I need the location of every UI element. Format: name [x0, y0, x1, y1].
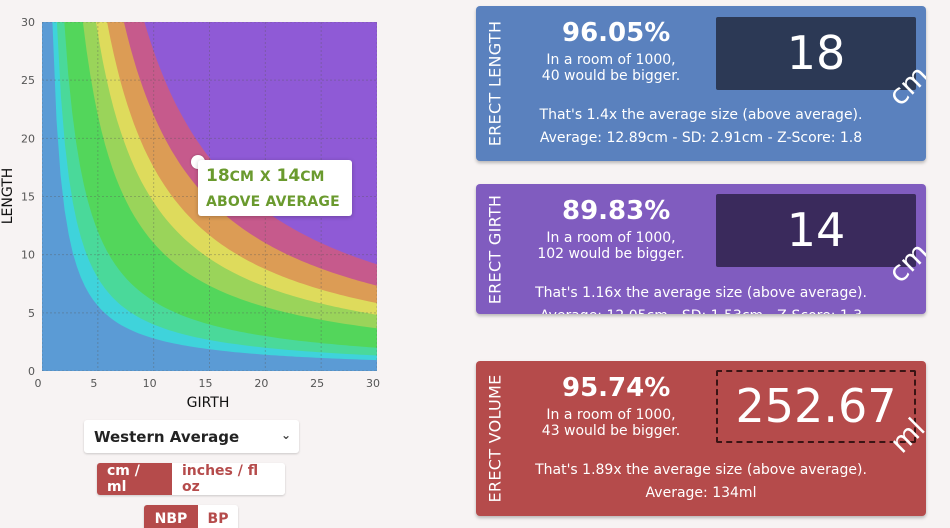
volume-card: ERECT VOLUME 95.74% In a room of 1000, 4…	[476, 361, 926, 516]
volume-room-text: In a room of 1000, 43 would be bigger.	[516, 407, 706, 439]
tooltip-sep: X	[259, 169, 271, 185]
size-chart[interactable]: 0 5 10 15 20 25 30 0 5 10 15 20 25 30 GIRTH LENGTH 18…	[0, 0, 400, 415]
girth-value: 14	[786, 203, 846, 257]
unit-imperial-button[interactable]: inches / fl oz	[172, 463, 285, 495]
population-select[interactable]: Western Average ⌄	[84, 420, 299, 453]
x-tick-label: 25	[310, 377, 324, 390]
measure-method-toggle: NBP BP	[144, 505, 238, 528]
tooltip-unit-1: CM	[229, 169, 254, 185]
length-value-box: 18	[716, 17, 916, 90]
chart-tooltip: 18CM X 14CM ABOVE AVERAGE	[198, 160, 352, 216]
x-tick-label: 20	[254, 377, 268, 390]
tooltip-label: ABOVE AVERAGE	[206, 194, 340, 210]
x-tick-label: 30	[366, 377, 380, 390]
length-room-line1: In a room of 1000,	[546, 52, 676, 68]
chart-svg[interactable]: 0 5 10 15 20 25 30 0 5 10 15 20 25 30 GIRTH LENGTH	[0, 0, 400, 415]
girth-room-line2: 102 would be bigger.	[537, 246, 685, 262]
population-select-value: Western Average	[94, 428, 240, 446]
tooltip-dimensions: 18CM X 14CM	[206, 164, 344, 189]
volume-value-box: 252.67	[716, 370, 916, 443]
tooltip-unit-2: CM	[300, 169, 325, 185]
x-tick-label: 0	[35, 377, 42, 390]
y-axis-label: LENGTH	[0, 168, 16, 225]
girth-room-line1: In a room of 1000,	[546, 230, 676, 246]
chevron-down-icon: ⌄	[280, 428, 291, 442]
x-tick-label: 15	[199, 377, 213, 390]
x-tick-label: 10	[143, 377, 157, 390]
length-percentile: 96.05%	[562, 18, 671, 48]
volume-comparison: That's 1.89x the average size (above ave…	[535, 462, 867, 478]
chart-band-1	[42, 22, 377, 371]
girth-room-text: In a room of 1000, 102 would be bigger.	[516, 230, 706, 262]
girth-percentile: 89.83%	[562, 196, 671, 226]
y-tick-label: 5	[28, 307, 35, 320]
unit-metric-button[interactable]: cm / ml	[97, 463, 172, 495]
volume-percentile: 95.74%	[562, 373, 671, 403]
y-tick-label: 15	[21, 191, 35, 204]
length-room-line2: 40 would be bigger.	[541, 68, 681, 84]
tooltip-length: 18	[206, 166, 230, 186]
y-tick-label: 0	[28, 365, 35, 378]
girth-value-box: 14	[716, 194, 916, 267]
y-tick-label: 30	[21, 16, 35, 29]
y-tick-label: 25	[21, 74, 35, 87]
volume-room-line2: 43 would be bigger.	[541, 423, 681, 439]
length-comparison: That's 1.4x the average size (above aver…	[539, 107, 863, 123]
length-stats: Average: 12.89cm - SD: 2.91cm - Z-Score:…	[539, 130, 863, 146]
volume-stats: Average: 134ml	[645, 485, 757, 501]
y-tick-label: 20	[21, 132, 35, 145]
chart-band-3	[42, 22, 377, 371]
girth-card: ERECT GIRTH 89.83% In a room of 1000, 10…	[476, 184, 926, 314]
girth-stats: Average: 12.05cm - SD: 1.53cm - Z-Score:…	[476, 308, 926, 314]
length-card: ERECT LENGTH 96.05% In a room of 1000, 4…	[476, 6, 926, 161]
tooltip-girth: 14	[276, 166, 301, 186]
x-axis-label: GIRTH	[187, 395, 230, 411]
length-value: 18	[786, 26, 846, 80]
x-tick-label: 5	[90, 377, 97, 390]
girth-comparison: That's 1.16x the average size (above ave…	[535, 285, 867, 301]
length-room-text: In a room of 1000, 40 would be bigger.	[516, 52, 706, 84]
volume-value: 252.67	[735, 379, 897, 433]
unit-toggle: cm / ml inches / fl oz	[97, 463, 285, 495]
y-tick-label: 10	[21, 249, 35, 262]
bp-button[interactable]: BP	[198, 505, 238, 528]
nbp-button[interactable]: NBP	[144, 505, 198, 528]
volume-room-line1: In a room of 1000,	[546, 407, 676, 423]
